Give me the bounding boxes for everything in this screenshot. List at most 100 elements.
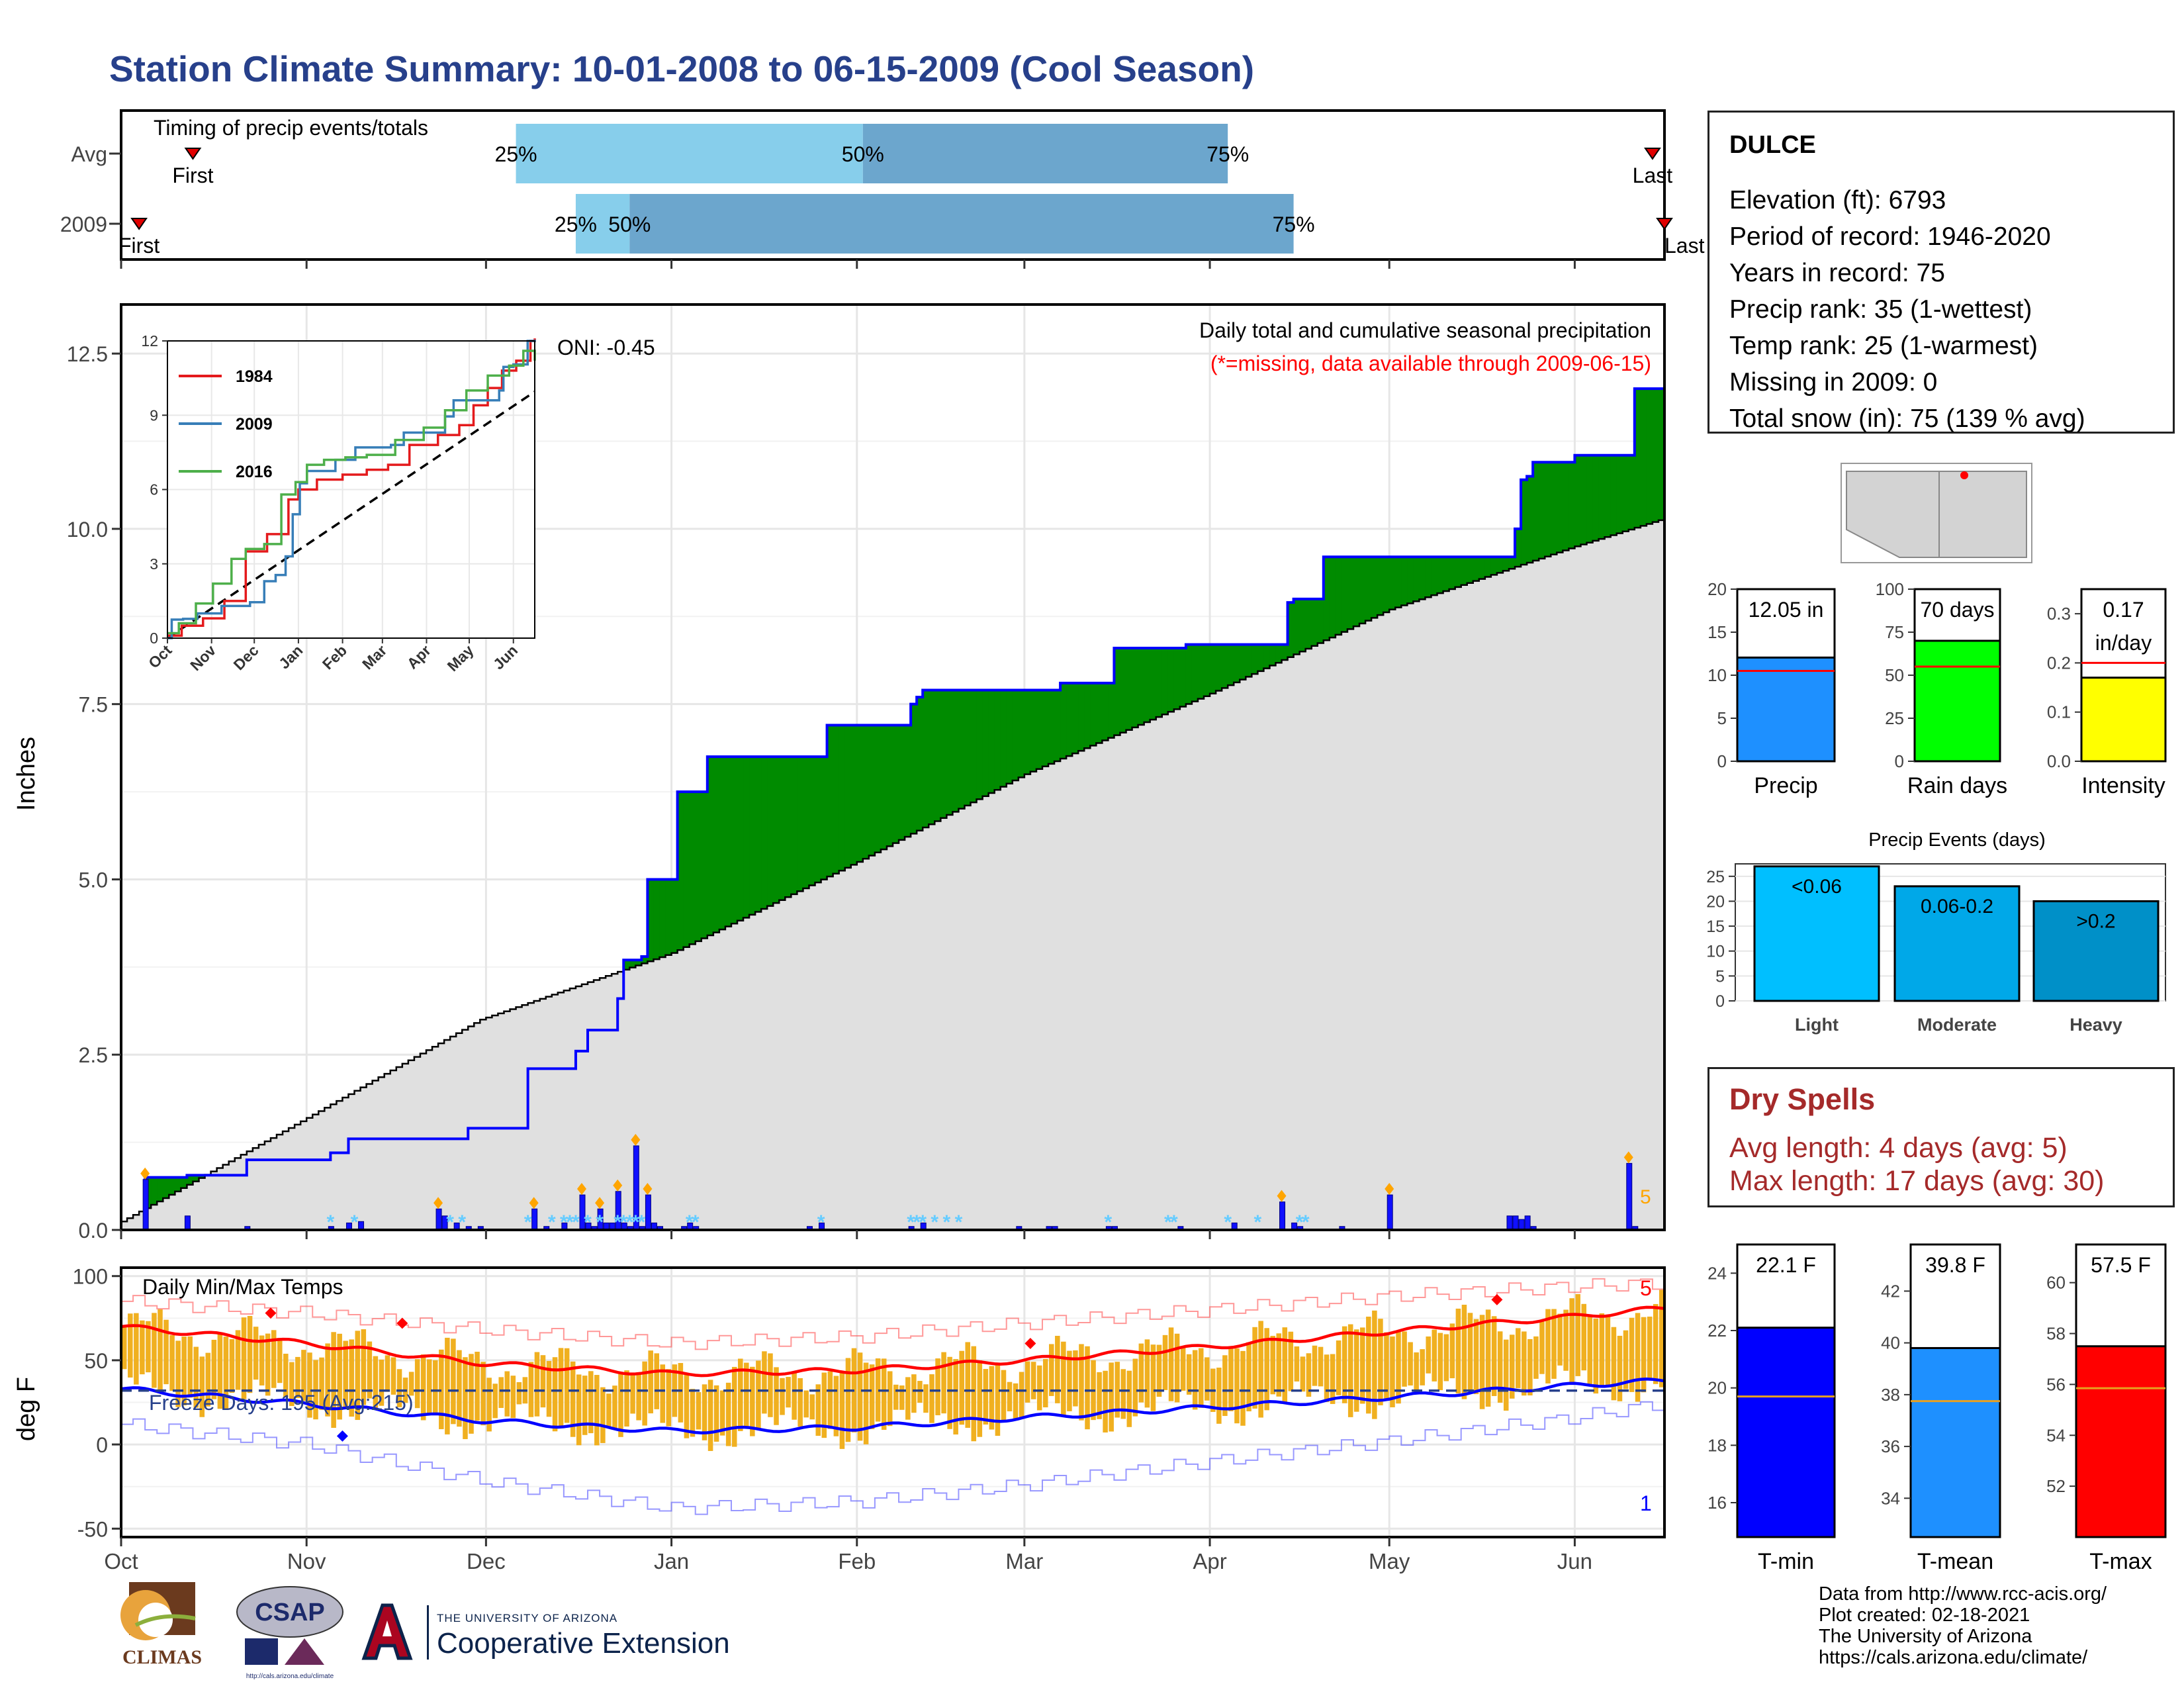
above-average-fill (868, 725, 876, 856)
record-high-marker (396, 1317, 408, 1329)
location-map (1841, 463, 2032, 563)
above-average-fill (1431, 557, 1438, 596)
above-average-fill (1586, 455, 1594, 543)
daily-temp-bar (223, 1336, 229, 1409)
daily-temp-bar (1067, 1350, 1072, 1411)
daily-temp-bar (935, 1358, 940, 1415)
month-tick-label: Jan (654, 1549, 689, 1573)
daily-temp-bar (414, 1359, 420, 1409)
daily-temp-bar (1635, 1313, 1641, 1402)
daily-temp-bar (576, 1374, 582, 1446)
snow-day-marker: * (638, 1211, 646, 1233)
daily-temp-bar (1150, 1344, 1156, 1411)
above-average-fill (1634, 389, 1641, 528)
precip-events-ytick-label: 15 (1706, 917, 1725, 936)
daily-temp-bar (1443, 1334, 1449, 1382)
daily-precip-bar (531, 1208, 538, 1231)
above-average-fill (994, 690, 1001, 790)
daily-temp-bar (492, 1383, 498, 1419)
daily-temp-bar (193, 1346, 199, 1408)
above-average-fill (1251, 644, 1258, 675)
daily-temp-bar (797, 1378, 803, 1427)
daily-temp-bar (774, 1367, 779, 1425)
precip-events-title: Precip Events (days) (1868, 829, 2046, 851)
above-average-fill (1222, 644, 1228, 688)
daily-temp-bar (349, 1339, 355, 1417)
daily-temp-bar (1485, 1309, 1491, 1407)
daily-temp-bar (821, 1372, 827, 1438)
above-average-fill (623, 960, 630, 970)
above-average-fill (1048, 690, 1055, 764)
daily-temp-bar (1144, 1339, 1150, 1408)
above-average-fill (1240, 644, 1246, 680)
above-average-fill (629, 960, 636, 968)
above-average-fill (1341, 557, 1348, 632)
daily-temp-bar (1414, 1352, 1419, 1394)
timing-row-label: Avg (71, 142, 107, 166)
daily-temp-bar (594, 1375, 600, 1446)
temp-ytick-label: 50 (84, 1349, 108, 1373)
above-average-fill (1167, 647, 1175, 712)
summary-value-label: 57.5 F (2091, 1253, 2151, 1277)
daily-temp-bar (122, 1327, 127, 1370)
above-average-fill (1042, 690, 1049, 767)
above-average-fill (1419, 557, 1426, 600)
above-average-fill (707, 757, 714, 936)
precip-ytick-label: 5.0 (79, 868, 108, 892)
ua-small-text: THE UNIVERSITY OF ARIZONA (437, 1612, 618, 1624)
footer-credits: Data from http://www.rcc-acis.org/ Plot … (1819, 1583, 2107, 1668)
average-cumulative-area (120, 518, 1666, 1231)
daily-temp-bar (229, 1338, 235, 1393)
snow-day-marker: * (692, 1211, 700, 1233)
summary-category-label: T-mean (1917, 1549, 1993, 1574)
above-average-fill (1311, 598, 1318, 646)
daily-temp-bar (146, 1321, 151, 1373)
above-average-fill (1317, 598, 1324, 643)
page-title: Station Climate Summary: 10-01-2008 to 0… (109, 48, 1255, 89)
month-tick-label: Feb (838, 1549, 876, 1573)
snow-day-marker: * (1105, 1211, 1113, 1233)
daily-temp-bar (719, 1390, 725, 1436)
daily-temp-bar (839, 1372, 845, 1449)
daily-temp-bar (1336, 1340, 1342, 1395)
above-average-fill (1425, 557, 1432, 598)
above-average-fill (1246, 644, 1252, 677)
above-average-fill (797, 757, 804, 892)
above-average-fill (1108, 682, 1115, 738)
daily-temp-bar (1396, 1331, 1401, 1404)
daily-precip-bar (184, 1215, 191, 1231)
daily-temp-bar (786, 1377, 791, 1408)
above-average-fill (1090, 682, 1097, 746)
above-average-fill (1102, 682, 1109, 741)
daily-temp-bar (887, 1371, 893, 1427)
above-average-fill (1305, 598, 1312, 649)
above-average-fill (169, 1177, 175, 1195)
daily-temp-bar (702, 1384, 707, 1440)
above-average-fill (1484, 557, 1492, 577)
heavy-precip-marker (433, 1197, 443, 1209)
snow-day-marker: * (955, 1211, 963, 1233)
above-average-fill (1234, 644, 1240, 682)
daily-temp-bar (211, 1339, 217, 1399)
above-average-fill (653, 879, 660, 960)
summary-value-label: 0.17 (2103, 598, 2144, 622)
daily-temp-bar (1156, 1344, 1162, 1397)
daily-temp-bar (355, 1331, 361, 1421)
above-average-fill (1012, 690, 1019, 781)
summary-ytick-label: 52 (2046, 1476, 2066, 1496)
timing-last-label: Last (1664, 234, 1705, 258)
above-average-fill (1389, 557, 1396, 610)
daily-temp-bar (1455, 1308, 1461, 1393)
temp-panel-title: Daily Min/Max Temps (142, 1275, 343, 1299)
csap-logo-text: CSAP (255, 1599, 325, 1626)
daily-temp-bar (1516, 1328, 1521, 1389)
timing-pct-label: 25% (555, 212, 597, 236)
snow-day-marker: * (1254, 1211, 1262, 1233)
above-average-fill (1371, 557, 1378, 618)
summary-category-label: T-min (1758, 1549, 1814, 1574)
precip-events-ytick-label: 25 (1706, 868, 1725, 886)
footer-line: https://cals.arizona.edu/climate/ (1819, 1647, 2088, 1668)
daily-temp-bar (1360, 1327, 1365, 1404)
snow-day-marker: * (1164, 1211, 1172, 1233)
daily-temp-bar (1641, 1317, 1647, 1393)
